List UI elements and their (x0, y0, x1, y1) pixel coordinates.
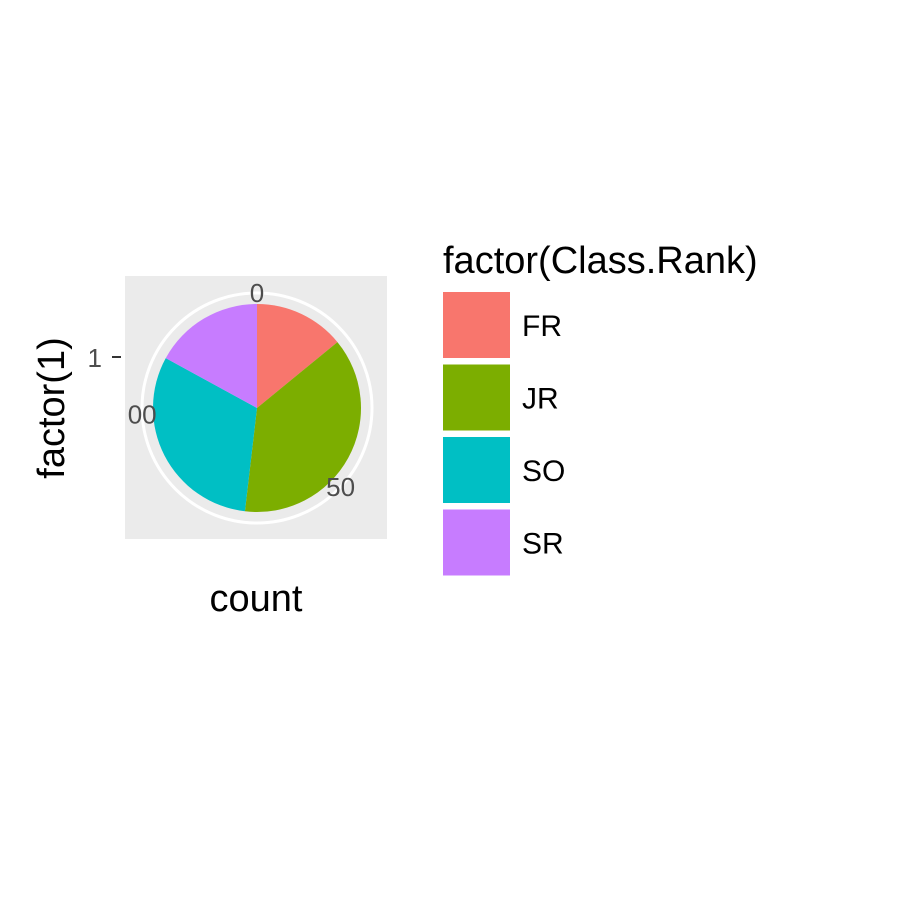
legend-label-so: SO (522, 455, 565, 488)
y-tick-label: 1 (88, 343, 102, 373)
legend-swatch-fr (443, 292, 510, 358)
legend-label-jr: JR (522, 383, 559, 416)
angle-tick-label: 00 (128, 400, 157, 430)
angle-tick-label: 0 (250, 278, 264, 308)
legend-swatch-jr (443, 364, 510, 431)
pie-slice-sr (165, 304, 257, 408)
angle-tick-label: 50 (326, 472, 355, 502)
pie-slice-fr (257, 304, 338, 408)
legend-swatch-so (443, 437, 510, 503)
legend-title: factor(Class.Rank) (443, 240, 758, 282)
pie-slice-so (152, 358, 257, 512)
legend-swatch-sr (443, 509, 510, 576)
legend: FR JR SO SR (443, 292, 565, 576)
angle-tick-labels: 0 50 00 (128, 278, 355, 502)
pie-slices (152, 304, 362, 512)
y-axis-title: factor(1) (31, 337, 73, 478)
pie-slice-jr (244, 342, 362, 512)
outer-grid-circle (140, 291, 374, 525)
x-axis-title: count (210, 578, 303, 620)
legend-label-fr: FR (522, 310, 562, 343)
legend-label-sr: SR (522, 528, 564, 561)
